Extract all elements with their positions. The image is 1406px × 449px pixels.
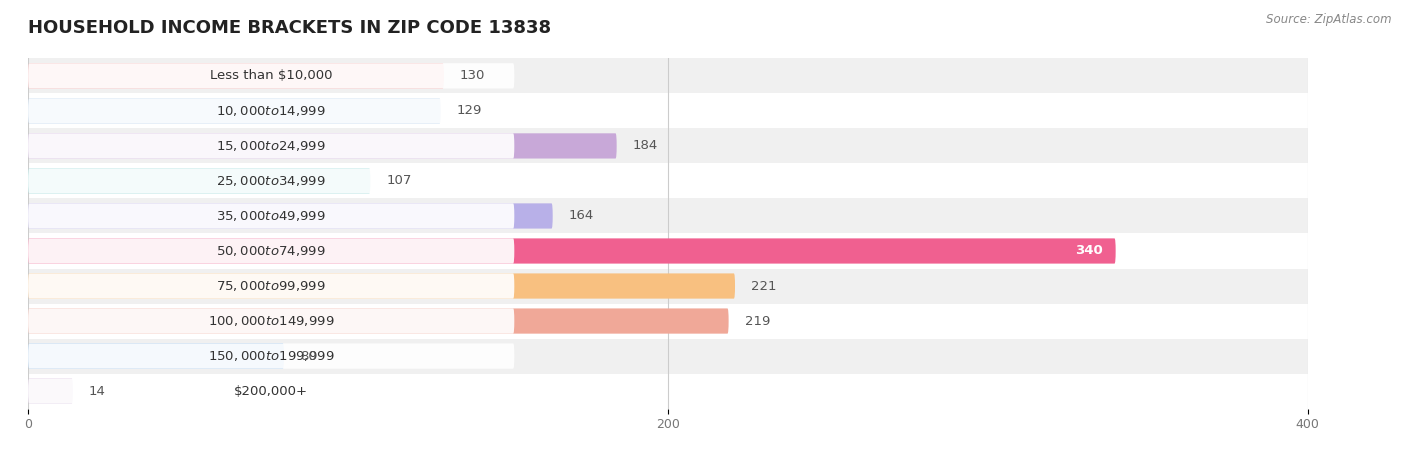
Text: $35,000 to $49,999: $35,000 to $49,999 (217, 209, 326, 223)
Bar (28, 339, 1308, 374)
Text: $15,000 to $24,999: $15,000 to $24,999 (217, 139, 326, 153)
Text: 80: 80 (299, 350, 316, 362)
FancyBboxPatch shape (28, 308, 728, 334)
Text: 107: 107 (387, 175, 412, 187)
FancyBboxPatch shape (28, 343, 284, 369)
Text: Less than $10,000: Less than $10,000 (209, 70, 332, 82)
FancyBboxPatch shape (28, 133, 617, 158)
FancyBboxPatch shape (28, 203, 553, 229)
FancyBboxPatch shape (28, 379, 515, 404)
Text: $50,000 to $74,999: $50,000 to $74,999 (217, 244, 326, 258)
Bar (28, 128, 1308, 163)
Text: 130: 130 (460, 70, 485, 82)
FancyBboxPatch shape (28, 133, 515, 158)
Text: HOUSEHOLD INCOME BRACKETS IN ZIP CODE 13838: HOUSEHOLD INCOME BRACKETS IN ZIP CODE 13… (28, 19, 551, 37)
FancyBboxPatch shape (28, 238, 515, 264)
Text: $25,000 to $34,999: $25,000 to $34,999 (217, 174, 326, 188)
FancyBboxPatch shape (28, 63, 515, 88)
Text: $75,000 to $99,999: $75,000 to $99,999 (217, 279, 326, 293)
Text: 184: 184 (633, 140, 658, 152)
Bar (28, 163, 1308, 198)
FancyBboxPatch shape (28, 379, 73, 404)
Text: 129: 129 (457, 105, 482, 117)
Bar (28, 198, 1308, 233)
FancyBboxPatch shape (28, 98, 515, 123)
FancyBboxPatch shape (28, 273, 735, 299)
FancyBboxPatch shape (28, 238, 1116, 264)
FancyBboxPatch shape (28, 308, 515, 334)
Text: 340: 340 (1076, 245, 1102, 257)
FancyBboxPatch shape (28, 343, 515, 369)
Text: $100,000 to $149,999: $100,000 to $149,999 (208, 314, 335, 328)
FancyBboxPatch shape (28, 63, 444, 88)
Text: $10,000 to $14,999: $10,000 to $14,999 (217, 104, 326, 118)
FancyBboxPatch shape (28, 168, 515, 194)
Bar (28, 233, 1308, 269)
Text: 164: 164 (568, 210, 593, 222)
Bar (28, 93, 1308, 128)
Text: 14: 14 (89, 385, 105, 397)
FancyBboxPatch shape (28, 98, 440, 123)
Text: 219: 219 (745, 315, 770, 327)
FancyBboxPatch shape (28, 168, 370, 194)
Text: 221: 221 (751, 280, 776, 292)
Text: $200,000+: $200,000+ (235, 385, 308, 397)
Text: Source: ZipAtlas.com: Source: ZipAtlas.com (1267, 13, 1392, 26)
Bar (28, 58, 1308, 93)
Bar (28, 374, 1308, 409)
FancyBboxPatch shape (28, 203, 515, 229)
FancyBboxPatch shape (28, 273, 515, 299)
Text: $150,000 to $199,999: $150,000 to $199,999 (208, 349, 335, 363)
Bar (28, 304, 1308, 339)
Bar (28, 269, 1308, 304)
